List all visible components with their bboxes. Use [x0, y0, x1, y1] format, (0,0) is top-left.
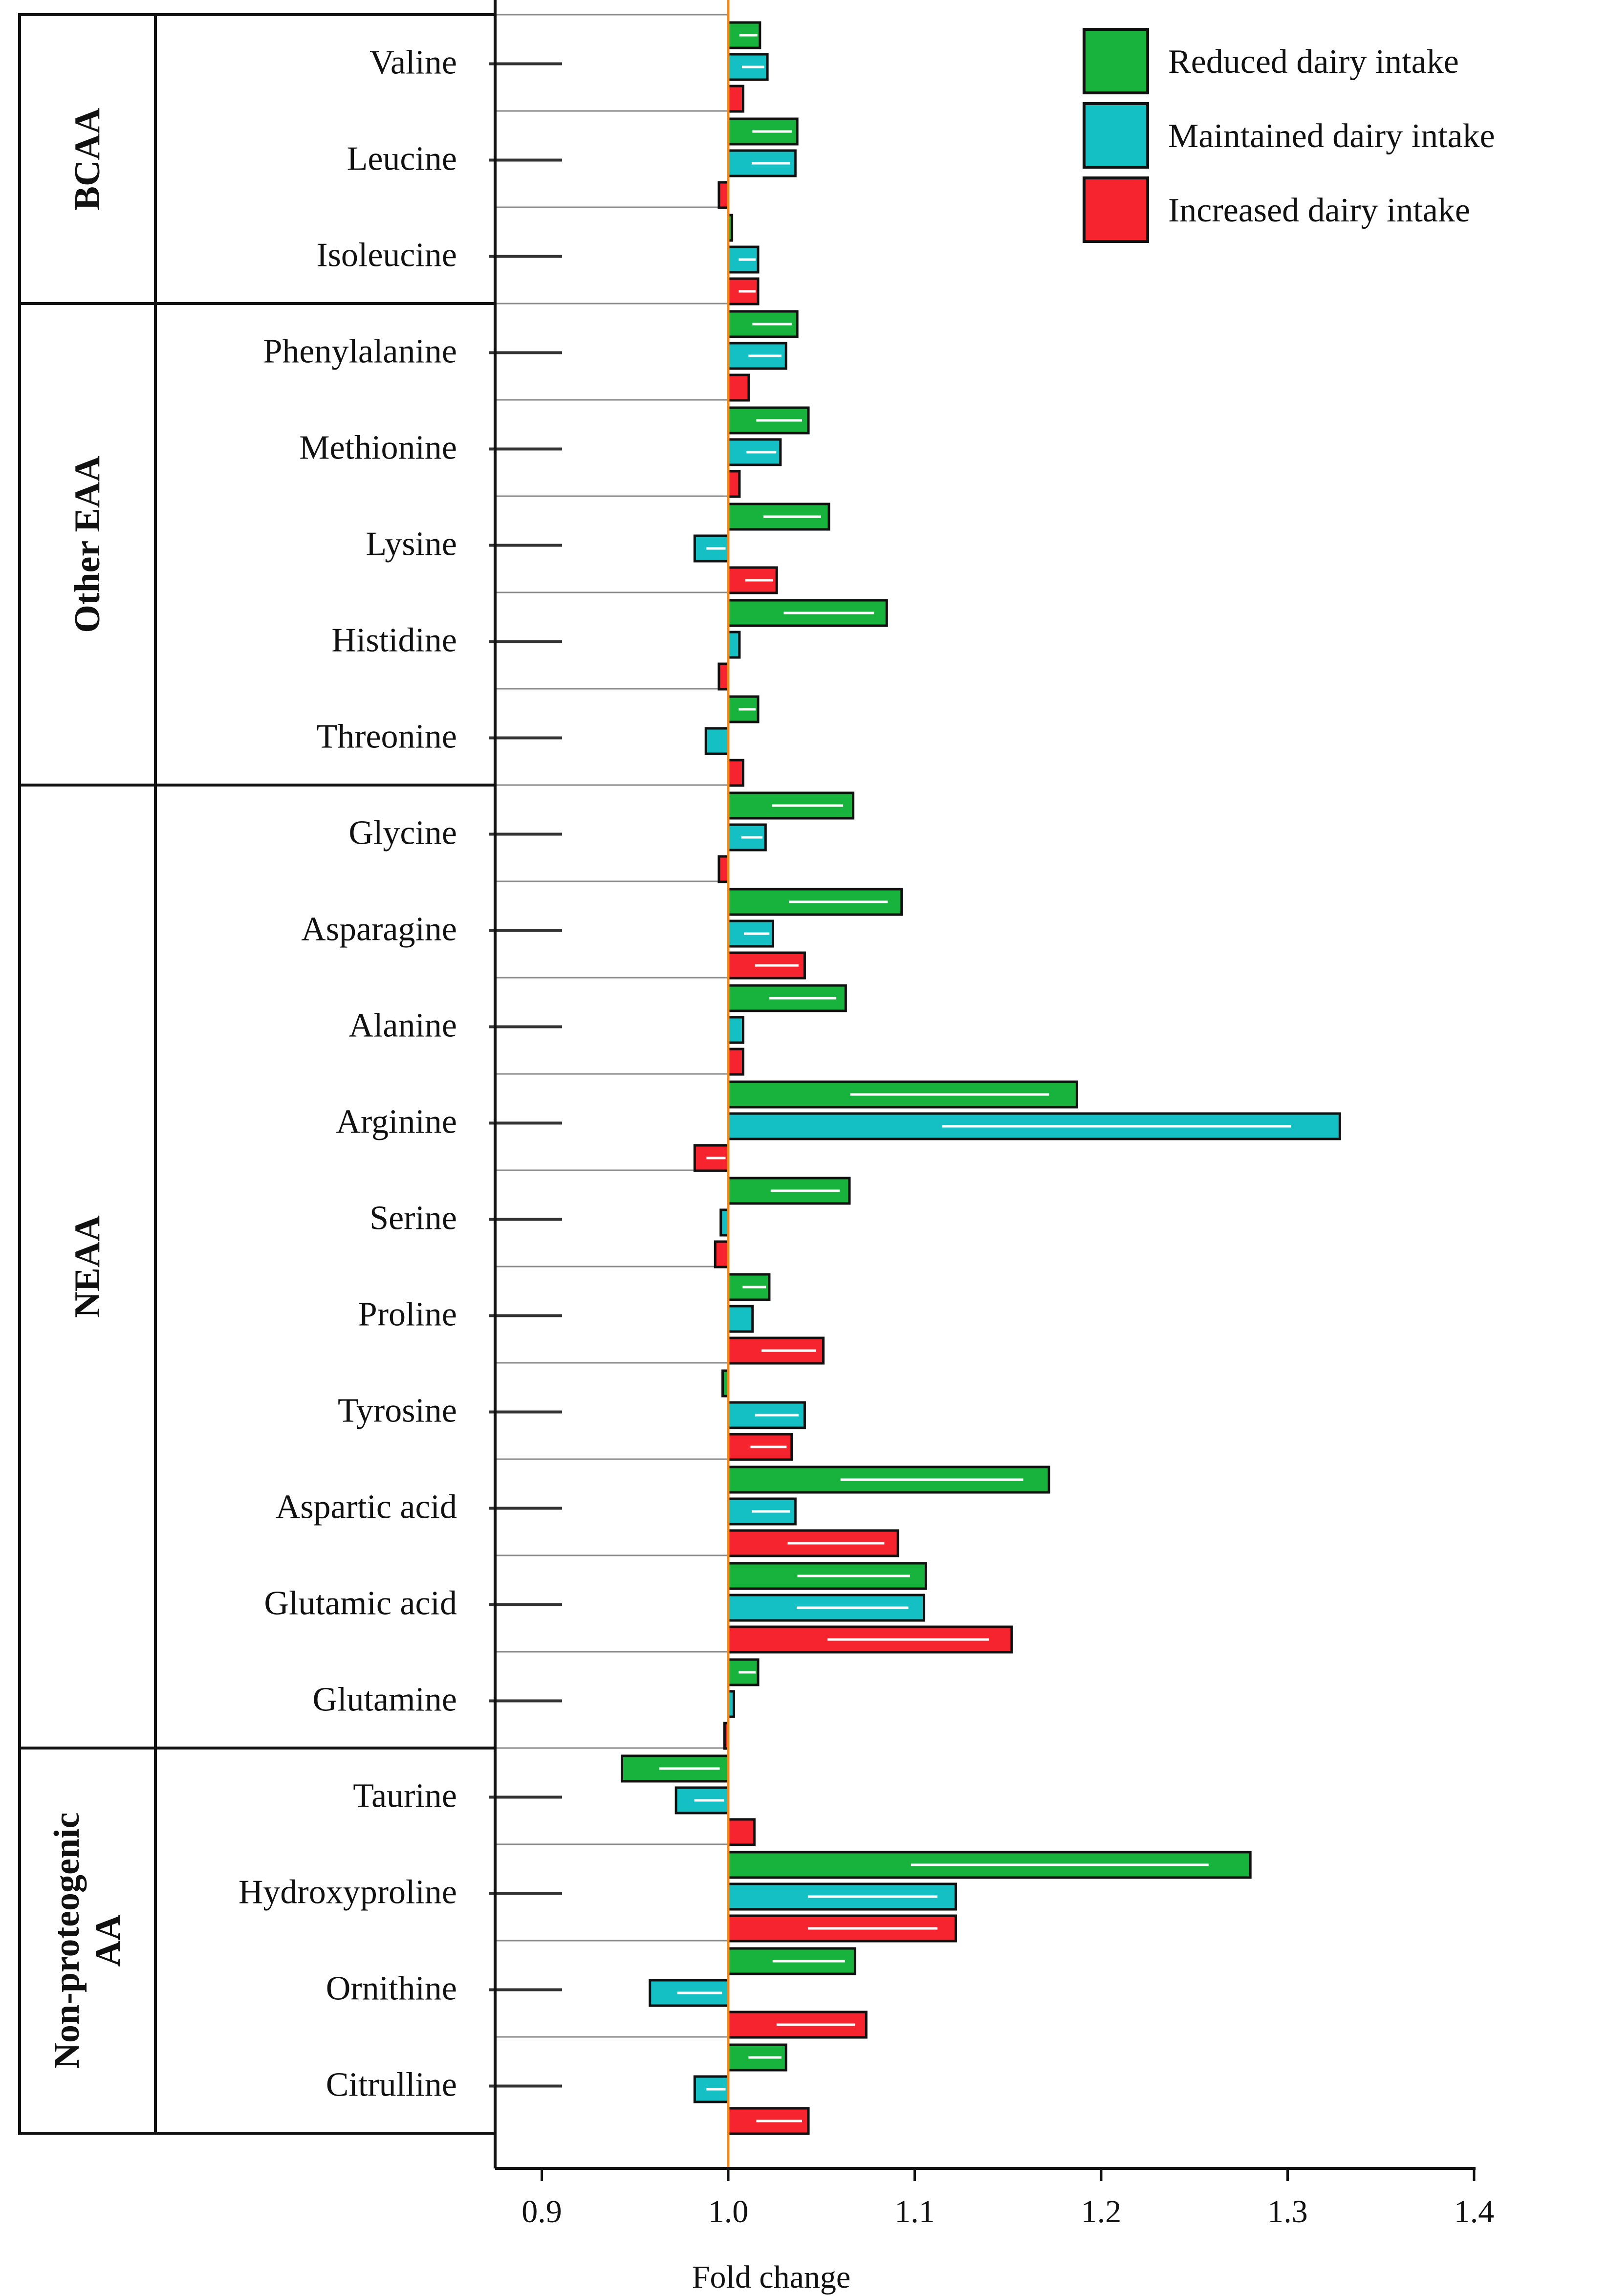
bar-threonine-maintained: [704, 727, 730, 755]
row-label-asparagine: Asparagine: [301, 911, 457, 948]
row-label-histidine: Histidine: [331, 622, 457, 659]
group-label-other-eaa: Other EAA: [67, 456, 108, 633]
bar-taurine-increased: [727, 1818, 756, 1846]
legend-label-maintained: Maintained dairy intake: [1168, 117, 1495, 155]
row-label-citrulline: Citrulline: [326, 2066, 457, 2104]
row-guide-lines: [495, 14, 728, 2038]
bars-layer: [621, 21, 1341, 2135]
legend: Reduced dairy intake Maintained dairy int…: [1083, 28, 1495, 243]
x-tick-label: 1.3: [1267, 2194, 1308, 2230]
row-label-threonine: Threonine: [316, 718, 457, 756]
x-tick-label: 0.9: [522, 2194, 562, 2230]
row-label-phenylalanine: Phenylalanine: [263, 333, 457, 371]
row-label-arginine: Arginine: [336, 1103, 457, 1141]
row-label-valine: Valine: [369, 44, 457, 82]
bar-proline-maintained: [727, 1305, 754, 1333]
row-label-alanine: Alanine: [348, 1007, 457, 1045]
group-label-neaa: NEAA: [67, 1215, 108, 1318]
legend-swatch-reduced: [1083, 28, 1149, 94]
row-label-proline: Proline: [358, 1296, 457, 1334]
bar-phenylalanine-increased: [727, 373, 750, 402]
legend-label-increased: Increased dairy intake: [1168, 192, 1470, 229]
row-label-methionine: Methionine: [299, 429, 457, 467]
bar-methionine-increased: [727, 470, 741, 498]
bar-histidine-increased: [717, 662, 730, 691]
x-tick-label: 1.4: [1454, 2194, 1495, 2230]
bar-leucine-increased: [717, 181, 730, 209]
row-label-glutamine: Glutamine: [313, 1681, 457, 1719]
x-tick-label: 1.1: [894, 2194, 935, 2230]
x-tick-label: 1.0: [708, 2194, 749, 2230]
group-labels: BCAA Other EAA NEAA Non-proteogenicAA: [47, 108, 128, 2069]
bar-alanine-increased: [727, 1048, 745, 1076]
bar-alanine-maintained: [727, 1016, 745, 1044]
bar-glycine-increased: [717, 855, 730, 883]
bar-leucine-reduced: [727, 117, 799, 146]
legend-swatch-maintained: [1083, 102, 1149, 169]
row-label-tyrosine: Tyrosine: [338, 1392, 457, 1430]
bar-serine-increased: [714, 1240, 730, 1268]
x-tick-label: 1.2: [1081, 2194, 1122, 2230]
row-label-serine: Serine: [369, 1200, 457, 1237]
row-label-lysine: Lysine: [366, 525, 457, 563]
row-label-taurine: Taurine: [353, 1777, 457, 1815]
row-label-ornithine: Ornithine: [326, 1970, 457, 2008]
row-label-glycine: Glycine: [348, 814, 457, 852]
group-label-non-proteogenic-aa: Non-proteogenicAA: [47, 1813, 128, 2069]
bar-threonine-increased: [727, 759, 745, 787]
bar-valine-increased: [727, 85, 745, 113]
x-axis-title: Fold change: [692, 2259, 850, 2295]
legend-label-reduced: Reduced dairy intake: [1168, 43, 1459, 81]
row-label-aspartic-acid: Aspartic acid: [276, 1488, 457, 1526]
row-label-hydroxyproline: Hydroxyproline: [239, 1874, 457, 1911]
row-labels: Valine Leucine Isoleucine Phenylalanine Meth…: [239, 44, 562, 2104]
row-label-isoleucine: Isoleucine: [316, 237, 457, 274]
x-axis: 0.9 1.0 1.1 1.2 1.3 1.4: [494, 0, 1495, 2230]
group-label-bcaa: BCAA: [67, 108, 108, 211]
row-label-glutamic-acid: Glutamic acid: [264, 1585, 457, 1622]
row-label-leucine: Leucine: [347, 140, 457, 178]
bar-histidine-maintained: [727, 631, 741, 659]
legend-swatch-increased: [1083, 176, 1149, 243]
